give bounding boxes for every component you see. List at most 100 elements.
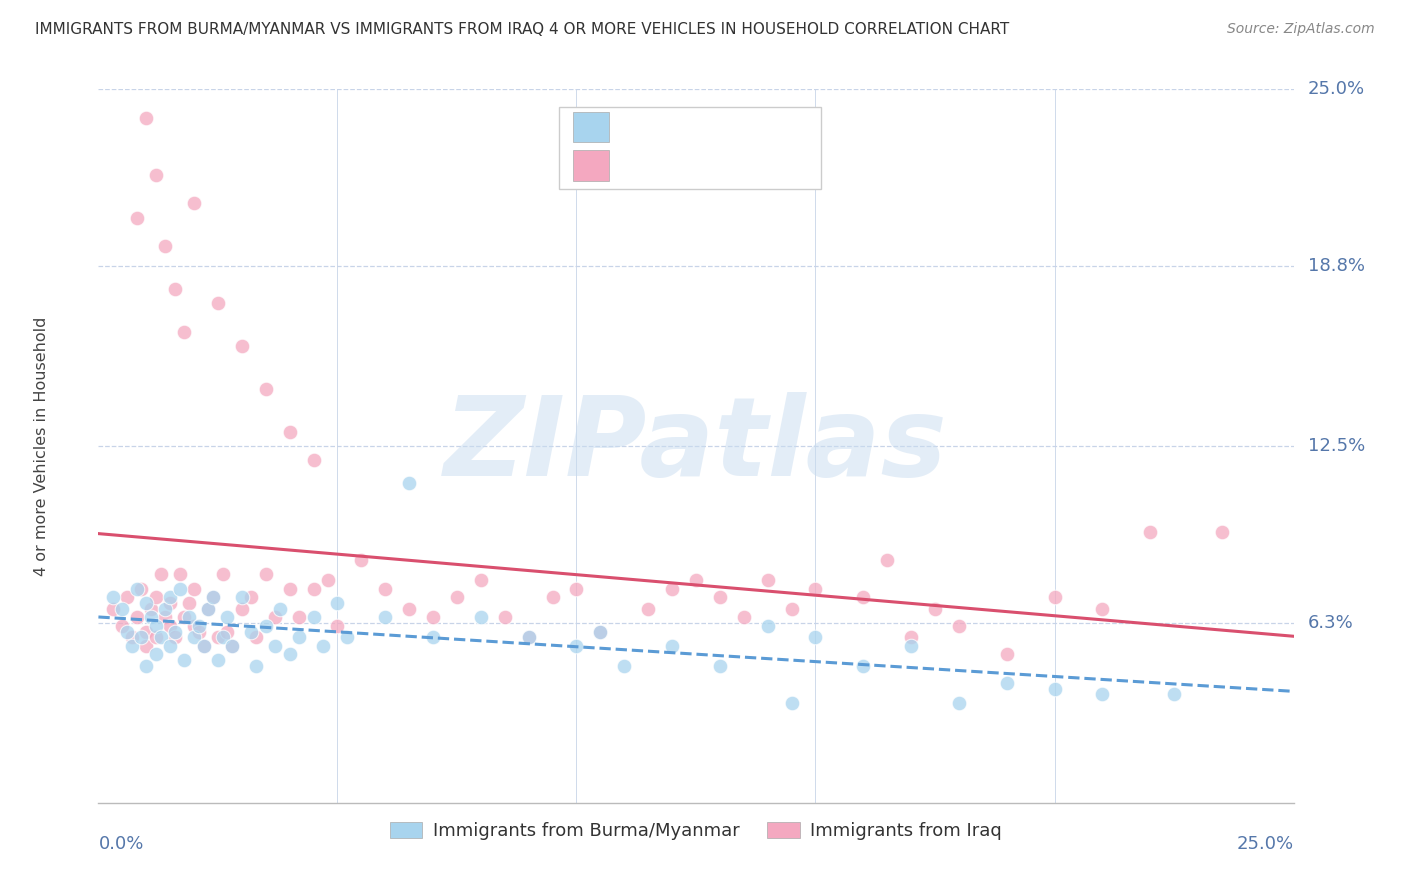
- Point: [780, 601, 803, 615]
- Point: [565, 639, 588, 653]
- Point: [159, 639, 181, 653]
- Point: [240, 591, 263, 605]
- Point: [336, 630, 359, 644]
- Point: [193, 639, 215, 653]
- Point: [1091, 601, 1114, 615]
- Point: [302, 453, 325, 467]
- Point: [145, 619, 167, 633]
- Point: [995, 648, 1018, 662]
- Point: [211, 567, 233, 582]
- Text: R = -0.093   N = 60: R = -0.093 N = 60: [623, 118, 800, 136]
- Point: [231, 591, 253, 605]
- Point: [145, 168, 167, 182]
- Point: [517, 630, 540, 644]
- Point: [876, 553, 898, 567]
- Point: [470, 610, 492, 624]
- Point: [163, 282, 186, 296]
- Point: [221, 639, 243, 653]
- Point: [756, 573, 779, 587]
- Point: [163, 630, 186, 644]
- Point: [115, 624, 138, 639]
- Point: [637, 601, 659, 615]
- Point: [149, 630, 172, 644]
- Point: [207, 653, 229, 667]
- Point: [446, 591, 468, 605]
- Point: [422, 630, 444, 644]
- Point: [852, 658, 875, 673]
- Legend: Immigrants from Burma/Myanmar, Immigrants from Iraq: Immigrants from Burma/Myanmar, Immigrant…: [382, 814, 1010, 847]
- Point: [197, 601, 219, 615]
- Point: [288, 630, 311, 644]
- Point: [589, 624, 612, 639]
- Point: [517, 630, 540, 644]
- Point: [193, 639, 215, 653]
- Point: [302, 582, 325, 596]
- Point: [541, 591, 564, 605]
- Point: [135, 658, 157, 673]
- Point: [121, 639, 143, 653]
- Point: [398, 601, 420, 615]
- Point: [135, 624, 157, 639]
- Point: [207, 296, 229, 310]
- Point: [756, 619, 779, 633]
- Point: [374, 610, 396, 624]
- Point: [115, 591, 138, 605]
- Point: [131, 630, 153, 644]
- Point: [231, 339, 253, 353]
- Point: [169, 582, 191, 596]
- Point: [183, 582, 205, 596]
- Point: [139, 610, 162, 624]
- Point: [924, 601, 946, 615]
- Point: [125, 582, 148, 596]
- Text: 18.8%: 18.8%: [1308, 257, 1365, 275]
- Point: [316, 573, 339, 587]
- Point: [155, 239, 177, 253]
- Text: 25.0%: 25.0%: [1308, 80, 1365, 98]
- Text: 6.3%: 6.3%: [1308, 614, 1354, 632]
- Point: [804, 630, 827, 644]
- Point: [187, 624, 209, 639]
- Point: [202, 591, 225, 605]
- Point: [111, 601, 134, 615]
- Point: [278, 425, 301, 439]
- FancyBboxPatch shape: [558, 107, 821, 189]
- Point: [948, 696, 970, 710]
- Point: [149, 567, 172, 582]
- FancyBboxPatch shape: [572, 150, 609, 181]
- Point: [685, 573, 707, 587]
- Point: [211, 630, 233, 644]
- Point: [221, 639, 243, 653]
- Point: [217, 624, 239, 639]
- Point: [159, 596, 181, 610]
- Point: [139, 601, 162, 615]
- Point: [350, 553, 373, 567]
- Point: [1043, 681, 1066, 696]
- Point: [183, 196, 205, 211]
- Point: [1211, 524, 1233, 539]
- Point: [254, 567, 277, 582]
- Text: Source: ZipAtlas.com: Source: ZipAtlas.com: [1227, 22, 1375, 37]
- Point: [374, 582, 396, 596]
- Point: [217, 610, 239, 624]
- Point: [589, 624, 612, 639]
- Text: R =  0.135   N = 80: R = 0.135 N = 80: [623, 157, 799, 175]
- Point: [948, 619, 970, 633]
- Point: [852, 591, 875, 605]
- Point: [173, 325, 195, 339]
- Point: [1139, 524, 1161, 539]
- Point: [169, 567, 191, 582]
- Point: [900, 630, 922, 644]
- Text: IMMIGRANTS FROM BURMA/MYANMAR VS IMMIGRANTS FROM IRAQ 4 OR MORE VEHICLES IN HOUS: IMMIGRANTS FROM BURMA/MYANMAR VS IMMIGRA…: [35, 22, 1010, 37]
- Text: 0.0%: 0.0%: [98, 835, 143, 853]
- Point: [231, 601, 253, 615]
- Point: [183, 619, 205, 633]
- Text: 25.0%: 25.0%: [1236, 835, 1294, 853]
- Point: [245, 658, 267, 673]
- Point: [207, 630, 229, 644]
- Point: [565, 582, 588, 596]
- Point: [179, 596, 201, 610]
- Point: [733, 610, 755, 624]
- Point: [1091, 687, 1114, 701]
- FancyBboxPatch shape: [572, 112, 609, 143]
- Point: [900, 639, 922, 653]
